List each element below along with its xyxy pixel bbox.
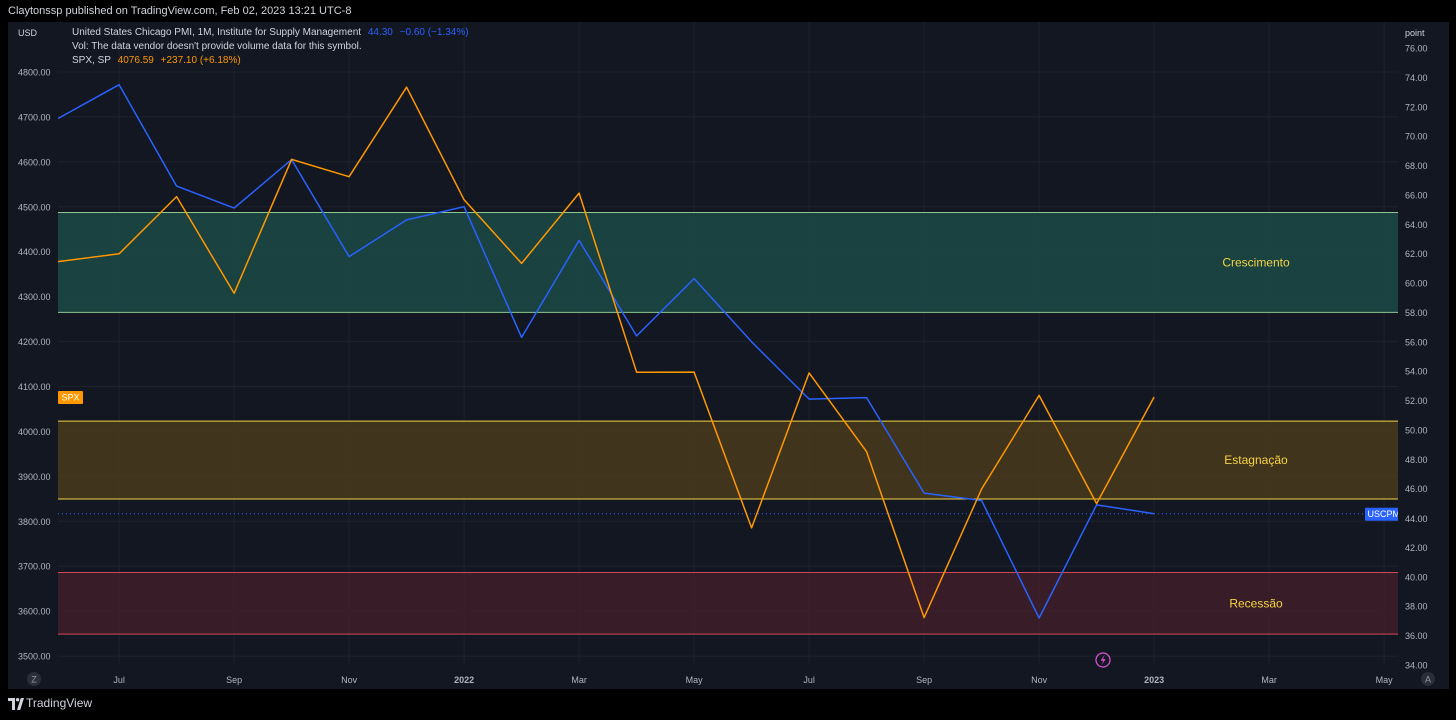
right-tick-label: 50.00 — [1405, 425, 1428, 435]
right-tick-label: 64.00 — [1405, 220, 1428, 230]
left-tick-label: 4700.00 — [18, 112, 51, 122]
time-tick-label: Jul — [113, 675, 125, 685]
spx-label-text: SPX — [61, 393, 79, 403]
time-tick-label: Sep — [916, 675, 932, 685]
a-button-label: A — [1425, 675, 1431, 685]
right-tick-label: 68.00 — [1405, 161, 1428, 171]
right-tick-label: 76.00 — [1405, 44, 1428, 54]
left-axis-panel — [8, 22, 58, 689]
zone-label: Recessão — [1229, 596, 1283, 610]
series — [57, 83, 1398, 619]
legend-spx-row[interactable]: SPX, SP 4076.59 +237.10 (+6.18%) — [72, 54, 473, 68]
series-line-spx — [57, 86, 1155, 619]
right-tick-label: 56.00 — [1405, 337, 1428, 347]
left-tick-label: 3500.00 — [18, 652, 51, 662]
left-tick-label: 4500.00 — [18, 202, 51, 212]
z-button-label: Z — [31, 675, 37, 685]
left-tick-label: 4600.00 — [18, 157, 51, 167]
right-tick-label: 74.00 — [1405, 73, 1428, 83]
chart-legend: United States Chicago PMI, 1M, Institute… — [72, 26, 473, 68]
time-tick-label: Jul — [803, 675, 815, 685]
time-tick-label: Mar — [571, 675, 587, 685]
right-tick-label: 62.00 — [1405, 249, 1428, 259]
left-tick-label: 4100.00 — [18, 382, 51, 392]
legend-spx-change: +237.10 (+6.18%) — [160, 55, 241, 66]
zone-band — [58, 421, 1398, 499]
zones: Crescimento Estagnação Recessão — [58, 212, 1398, 635]
footer-brand: TradingView — [26, 696, 93, 710]
time-tick-label: 2023 — [1144, 675, 1164, 685]
left-tick-label: 4800.00 — [18, 68, 51, 78]
right-tick-label: 48.00 — [1405, 455, 1428, 465]
right-tick-label-hidden: 44.00 — [1405, 514, 1428, 524]
right-tick-label: 60.00 — [1405, 279, 1428, 289]
left-axis-unit: USD — [18, 28, 38, 38]
right-tick-label: 34.00 — [1405, 661, 1428, 671]
right-tick-label: 40.00 — [1405, 572, 1428, 582]
time-tick-label: Mar — [1261, 675, 1277, 685]
right-tick-label: 72.00 — [1405, 102, 1428, 112]
legend-pmi-name: United States Chicago PMI, 1M, Institute… — [72, 27, 362, 38]
left-tick-label: 3700.00 — [18, 562, 51, 572]
legend-vol-text: Vol: The data vendor doesn't provide vol… — [72, 41, 362, 52]
z-button-bg — [27, 672, 41, 686]
left-tick-label: 3600.00 — [18, 607, 51, 617]
time-tick-label: May — [1376, 675, 1394, 685]
time-axis-panel — [8, 665, 1449, 689]
axes: USD 4800.00 4700.00 4600.00 4500.00 4400.00 43… — [8, 22, 1449, 689]
zone-label: Crescimento — [1222, 255, 1290, 269]
pmi-label-text: USCPMI — [1367, 509, 1402, 519]
right-tick-label: 38.00 — [1405, 602, 1428, 612]
right-tick-label: 36.00 — [1405, 631, 1428, 641]
time-tick-label: Nov — [341, 675, 358, 685]
a-button-bg — [1421, 672, 1435, 686]
time-tick-label: Nov — [1031, 675, 1048, 685]
time-tick-label: 2022 — [454, 675, 474, 685]
spx-label-badge — [58, 391, 83, 405]
event-lightning-icon — [1095, 652, 1111, 668]
left-tick-label: 4400.00 — [18, 247, 51, 257]
right-axis-panel — [1398, 22, 1449, 689]
tradingview-logo-icon — [8, 698, 24, 710]
publish-title: Claytonssp published on TradingView.com,… — [8, 5, 352, 17]
legend-spx-name: SPX, SP — [72, 55, 111, 66]
footer: TradingView — [0, 690, 1456, 720]
publish-header: Claytonssp published on TradingView.com,… — [0, 0, 1456, 22]
series-line-uscpmi — [57, 83, 1155, 619]
legend-pmi-change: −0.60 (−1.34%) — [399, 27, 469, 38]
pmi-label-badge — [1365, 507, 1405, 521]
zone-band — [58, 212, 1398, 313]
right-tick-label: 58.00 — [1405, 308, 1428, 318]
legend-pmi-row[interactable]: United States Chicago PMI, 1M, Institute… — [72, 26, 473, 40]
right-tick-label: 46.00 — [1405, 484, 1428, 494]
event-lightning-glyph — [1100, 655, 1106, 665]
left-tick-label: 4000.00 — [18, 427, 51, 437]
right-axis-unit: point — [1405, 28, 1425, 38]
right-tick-label: 54.00 — [1405, 367, 1428, 377]
right-tick-label: 42.00 — [1405, 543, 1428, 553]
left-tick-label: 3800.00 — [18, 517, 51, 527]
left-tick-label: 3900.00 — [18, 472, 51, 482]
right-tick-label: 52.00 — [1405, 396, 1428, 406]
right-tick-label: 70.00 — [1405, 132, 1428, 142]
right-tick-label: 66.00 — [1405, 190, 1428, 200]
legend-pmi-value: 44.30 — [367, 27, 393, 38]
grid — [58, 22, 1398, 665]
time-tick-label: May — [686, 675, 704, 685]
left-tick-label: 4200.00 — [18, 337, 51, 347]
zone-band — [58, 572, 1398, 635]
legend-spx-value: 4076.59 — [117, 55, 154, 66]
zone-label: Estagnação — [1224, 453, 1288, 467]
left-tick-label: 4300.00 — [18, 292, 51, 302]
time-tick-label: Sep — [226, 675, 242, 685]
legend-vol-row[interactable]: Vol: The data vendor doesn't provide vol… — [72, 40, 473, 54]
